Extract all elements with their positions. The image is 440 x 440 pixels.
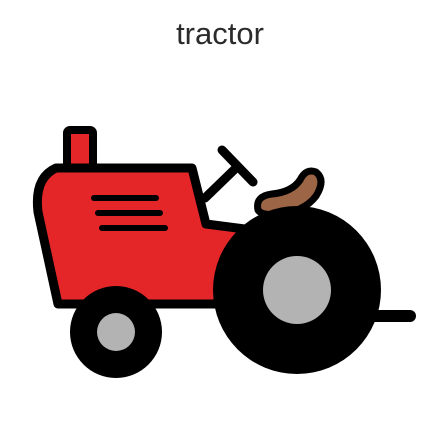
card-label: tractor: [176, 16, 264, 51]
steering-wheel: [217, 145, 258, 187]
rear-wheel-hub: [263, 256, 331, 324]
front-wheel-hub: [97, 313, 135, 351]
steering-column: [200, 163, 241, 203]
